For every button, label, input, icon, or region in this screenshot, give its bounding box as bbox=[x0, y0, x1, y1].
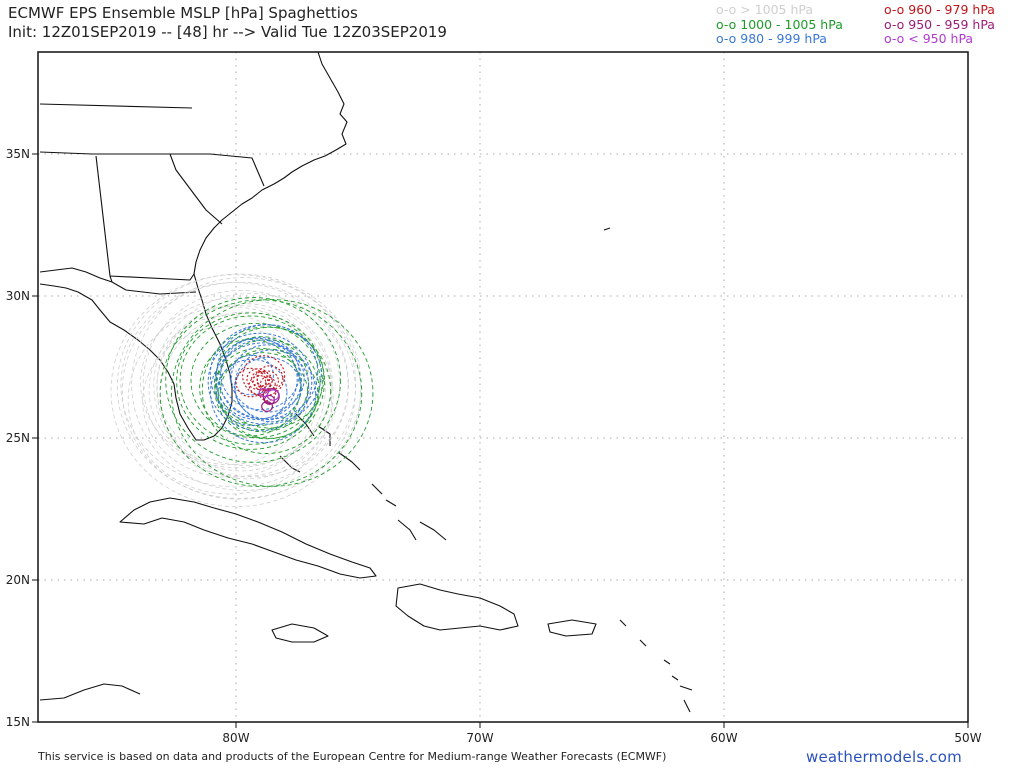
legend-item-980-999: o-o 980 - 999 hPa bbox=[716, 31, 827, 46]
gulf-coast bbox=[39, 267, 113, 283]
hispaniola bbox=[395, 583, 519, 631]
ensemble-contour-band-2 bbox=[209, 324, 322, 425]
ensemble-contour-band-1 bbox=[176, 312, 325, 450]
ensemble-contour-band-3 bbox=[252, 370, 273, 391]
ensemble-contour-band-3 bbox=[251, 371, 269, 387]
ensemble-contour-band-5 bbox=[266, 389, 280, 401]
ensemble-contour-band-2 bbox=[234, 349, 310, 423]
lon-label-50w: 50W bbox=[954, 731, 981, 745]
ensemble-contour-band-1 bbox=[215, 326, 325, 429]
title-line-1: ECMWF EPS Ensemble MSLP [hPa] Spaghettio… bbox=[8, 4, 358, 22]
ecmwf-credit: This service is based on data and produc… bbox=[38, 750, 667, 763]
ensemble-contour-band-0 bbox=[148, 315, 310, 466]
ensemble-contour-band-2 bbox=[219, 339, 302, 420]
ensemble-contour-band-2 bbox=[210, 342, 317, 444]
lon-label-70w: 70W bbox=[466, 731, 493, 745]
ensemble-contour-band-1 bbox=[190, 322, 321, 439]
lon-label-60w: 60W bbox=[710, 731, 737, 745]
ensemble-contour-band-0 bbox=[110, 274, 361, 508]
ensemble-contour-band-2 bbox=[216, 358, 288, 426]
ensemble-contour-band-0 bbox=[127, 306, 333, 495]
map-title: ECMWF EPS Ensemble MSLP [hPa] Spaghettio… bbox=[8, 4, 447, 42]
ensemble-contour-band-1 bbox=[165, 297, 342, 463]
legend-item-gt1005: o-o > 1005 hPa bbox=[716, 2, 814, 17]
ensemble-contours bbox=[110, 273, 374, 508]
jamaica bbox=[271, 623, 329, 643]
bermuda bbox=[603, 227, 611, 231]
ensemble-contour-band-2 bbox=[215, 337, 298, 420]
state-borders bbox=[39, 103, 265, 295]
ensemble-contour-band-1 bbox=[201, 326, 332, 454]
cuba bbox=[119, 497, 377, 579]
legend-right: o-o 960 - 979 hPa o-o 950 - 959 hPa o-o … bbox=[884, 2, 995, 47]
ensemble-contour-band-1 bbox=[199, 339, 301, 437]
lat-label-25n: 25N bbox=[6, 431, 30, 445]
ensemble-contour-band-0 bbox=[116, 273, 362, 499]
ensemble-contour-band-2 bbox=[230, 344, 305, 413]
puerto-rico bbox=[547, 619, 597, 637]
ensemble-contour-band-3 bbox=[259, 376, 276, 392]
ensemble-contour-band-1 bbox=[171, 299, 374, 487]
ensemble-contour-band-1 bbox=[215, 347, 302, 426]
legend-item-960-979: o-o 960 - 979 hPa bbox=[884, 2, 995, 17]
lon-label-80w: 80W bbox=[222, 731, 249, 745]
ensemble-contour-band-4 bbox=[261, 401, 274, 412]
lat-axis bbox=[32, 153, 38, 723]
ensemble-contour-band-3 bbox=[235, 367, 267, 398]
lat-label-35n: 35N bbox=[6, 147, 30, 161]
central-america bbox=[39, 683, 141, 701]
ensemble-contour-band-3 bbox=[246, 368, 271, 391]
ensemble-contour-band-3 bbox=[256, 365, 284, 391]
us-east-coast bbox=[39, 51, 348, 441]
ensemble-contour-band-1 bbox=[179, 315, 323, 445]
lon-axis bbox=[235, 722, 969, 728]
ensemble-contour-band-0 bbox=[120, 282, 349, 488]
ensemble-contour-band-0 bbox=[156, 305, 326, 472]
lat-label-15n: 15N bbox=[6, 715, 30, 729]
map-frame bbox=[37, 51, 969, 723]
ensemble-contour-band-0 bbox=[131, 277, 357, 491]
ensemble-contour-band-0 bbox=[153, 293, 349, 478]
legend-left: o-o > 1005 hPa o-o 1000 - 1005 hPa o-o 9… bbox=[716, 2, 843, 47]
coastlines bbox=[39, 51, 693, 713]
ensemble-contour-band-0 bbox=[140, 297, 333, 469]
lat-label-30n: 30N bbox=[6, 289, 30, 303]
legend-item-1000-1005: o-o 1000 - 1005 hPa bbox=[716, 16, 843, 32]
ensemble-contour-band-2 bbox=[220, 337, 300, 411]
title-line-2: Init: 12Z01SEP2019 -- [48] hr --> Valid … bbox=[8, 23, 447, 41]
legend-item-950-959: o-o 950 - 959 hPa bbox=[884, 16, 995, 32]
ensemble-contour-band-0 bbox=[121, 281, 356, 500]
lesser-antilles bbox=[619, 619, 693, 713]
ensemble-contour-band-3 bbox=[256, 370, 279, 391]
legend-item-lt950: o-o < 950 hPa bbox=[884, 31, 974, 46]
ensemble-contour-band-2 bbox=[207, 332, 313, 432]
gridlines bbox=[38, 52, 968, 722]
lat-label-20n: 20N bbox=[6, 573, 30, 587]
ensemble-contour-band-2 bbox=[216, 324, 319, 421]
ensemble-contour-band-1 bbox=[159, 299, 363, 487]
brand-link[interactable]: weathermodels.com bbox=[806, 748, 962, 766]
